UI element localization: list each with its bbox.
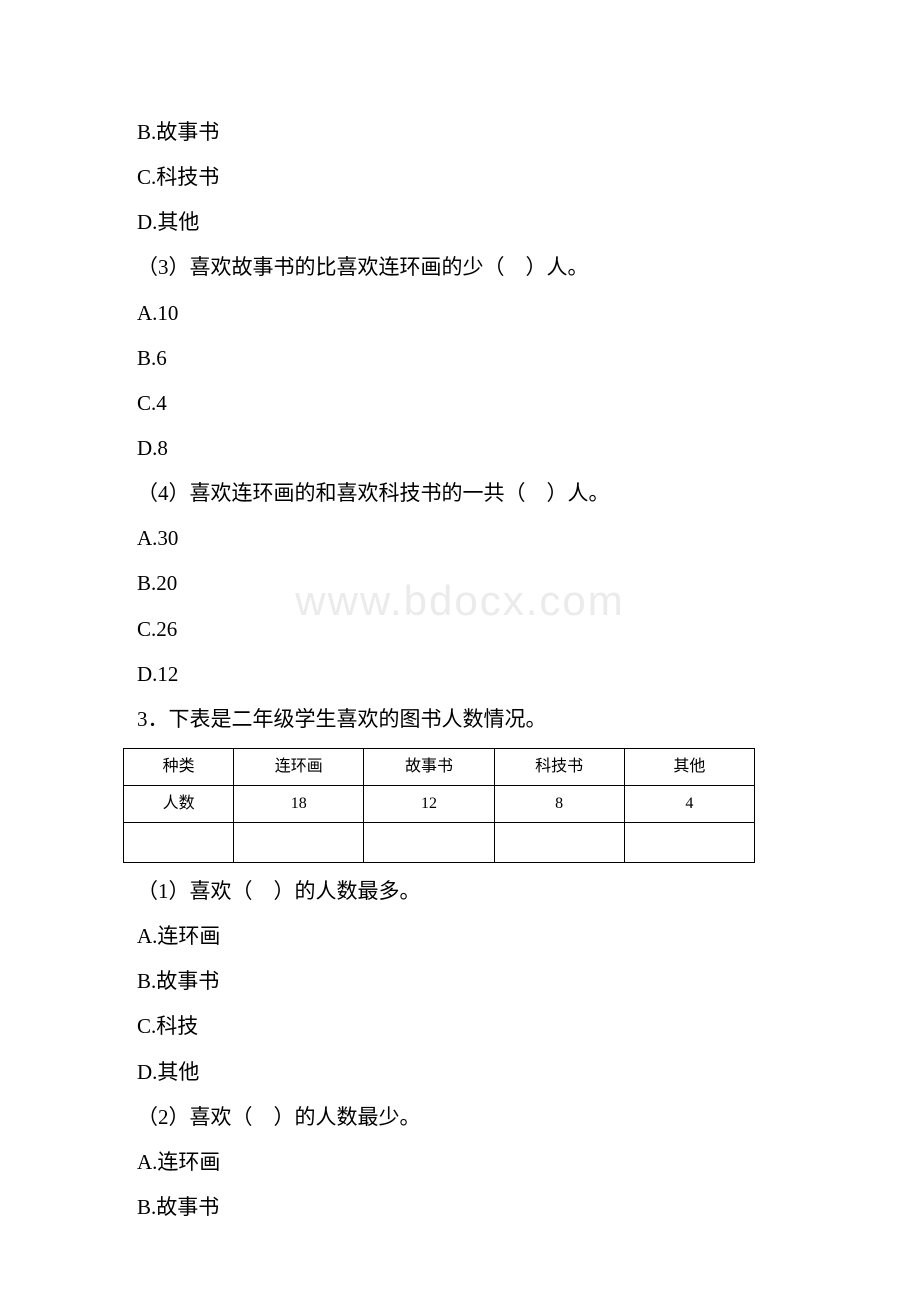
q3-option-b: B.6 bbox=[95, 336, 825, 381]
option-b-story: B.故事书 bbox=[95, 110, 825, 155]
table-header-row: 种类 连环画 故事书 科技书 其他 bbox=[124, 748, 755, 785]
row1-other: 4 bbox=[624, 785, 754, 822]
book-preference-table: 种类 连环画 故事书 科技书 其他 人数 18 12 8 4 bbox=[123, 748, 755, 863]
row1-label: 人数 bbox=[124, 785, 234, 822]
new-question-1-text: （1）喜欢（ ）的人数最多。 bbox=[95, 869, 825, 914]
q4-option-d: D.12 bbox=[95, 652, 825, 697]
header-category: 种类 bbox=[124, 748, 234, 785]
empty-cell bbox=[234, 822, 364, 862]
q4-option-b: B.20 bbox=[95, 561, 825, 606]
q3-option-c: C.4 bbox=[95, 381, 825, 426]
row1-comic: 18 bbox=[234, 785, 364, 822]
document-body: B.故事书 C.科技书 D.其他 （3）喜欢故事书的比喜欢连环画的少（ ）人。 … bbox=[95, 110, 825, 1230]
new-question-2-text: （2）喜欢（ ）的人数最少。 bbox=[95, 1095, 825, 1140]
empty-cell bbox=[124, 822, 234, 862]
empty-cell bbox=[494, 822, 624, 862]
header-other: 其他 bbox=[624, 748, 754, 785]
new-q1-option-b: B.故事书 bbox=[95, 959, 825, 1004]
question-4-text: （4）喜欢连环画的和喜欢科技书的一共（ ）人。 bbox=[95, 471, 825, 516]
new-q2-option-a: A.连环画 bbox=[95, 1140, 825, 1185]
section-3-heading: 3．下表是二年级学生喜欢的图书人数情况。 bbox=[95, 697, 825, 742]
new-q1-option-c: C.科技 bbox=[95, 1004, 825, 1049]
option-c-tech: C.科技书 bbox=[95, 155, 825, 200]
q4-option-c: C.26 bbox=[95, 607, 825, 652]
table-data-row: 人数 18 12 8 4 bbox=[124, 785, 755, 822]
q4-option-a: A.30 bbox=[95, 516, 825, 561]
row1-tech: 8 bbox=[494, 785, 624, 822]
table-empty-row bbox=[124, 822, 755, 862]
q3-option-a: A.10 bbox=[95, 291, 825, 336]
row1-story: 12 bbox=[364, 785, 494, 822]
new-q1-option-d: D.其他 bbox=[95, 1050, 825, 1095]
empty-cell bbox=[364, 822, 494, 862]
question-3-text: （3）喜欢故事书的比喜欢连环画的少（ ）人。 bbox=[95, 245, 825, 290]
header-tech: 科技书 bbox=[494, 748, 624, 785]
header-story: 故事书 bbox=[364, 748, 494, 785]
header-comic: 连环画 bbox=[234, 748, 364, 785]
option-d-other: D.其他 bbox=[95, 200, 825, 245]
q3-option-d: D.8 bbox=[95, 426, 825, 471]
empty-cell bbox=[624, 822, 754, 862]
new-q2-option-b: B.故事书 bbox=[95, 1185, 825, 1230]
new-q1-option-a: A.连环画 bbox=[95, 914, 825, 959]
